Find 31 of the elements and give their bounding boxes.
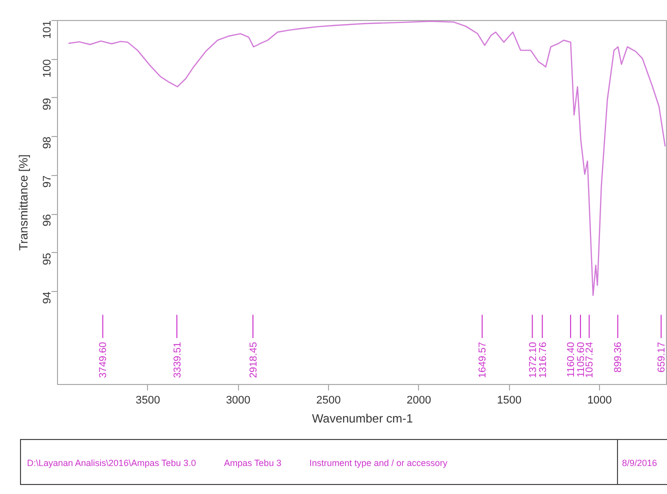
annotation: 1372.10 (528, 341, 539, 378)
annotation: 1316.76 (538, 341, 549, 378)
y-tick-label: 94 (42, 292, 54, 304)
annotation: 3749.60 (98, 341, 110, 378)
x-tick-label: 3500 (136, 394, 160, 406)
annotation: 3339.51 (172, 341, 184, 378)
x-axis-title: Wavenumber cm-1 (312, 412, 414, 426)
text: Ampas Tebu 3 (224, 458, 282, 468)
x-tick-label: 1000 (587, 394, 612, 406)
y-tick-label: 101 (42, 20, 54, 39)
annotation: 2918.45 (248, 341, 260, 378)
y-tick-label: 96 (42, 214, 54, 226)
y-tick-label: 100 (42, 59, 54, 78)
y-tick-label: 98 (42, 136, 54, 149)
x-tick-label: 1500 (496, 394, 522, 406)
x-tick-label: 2500 (316, 394, 341, 406)
annotation: 899.36 (613, 341, 624, 372)
annotation: 1160.40 (566, 341, 578, 378)
text: 8/9/2016 (622, 457, 658, 470)
text: D:\Layanan Analisis\2016\Ampas Tebu 3.0 (27, 458, 196, 468)
x-tick-label: 3000 (226, 394, 250, 406)
y-tick-label: 99 (42, 98, 54, 110)
annotation: 1649.57 (478, 341, 489, 378)
y-tick-label: 95 (42, 252, 54, 266)
annotation: 1105.60 (576, 341, 587, 378)
y-tick-label: 97 (42, 175, 54, 188)
x-tick-label: 2000 (406, 394, 432, 406)
text: Instrument type and / or accessory (309, 458, 448, 468)
annotation: 1057.24 (584, 341, 596, 378)
annotation: 659.17 (656, 341, 667, 372)
y-axis-title: Transmittance [%] (16, 154, 30, 251)
